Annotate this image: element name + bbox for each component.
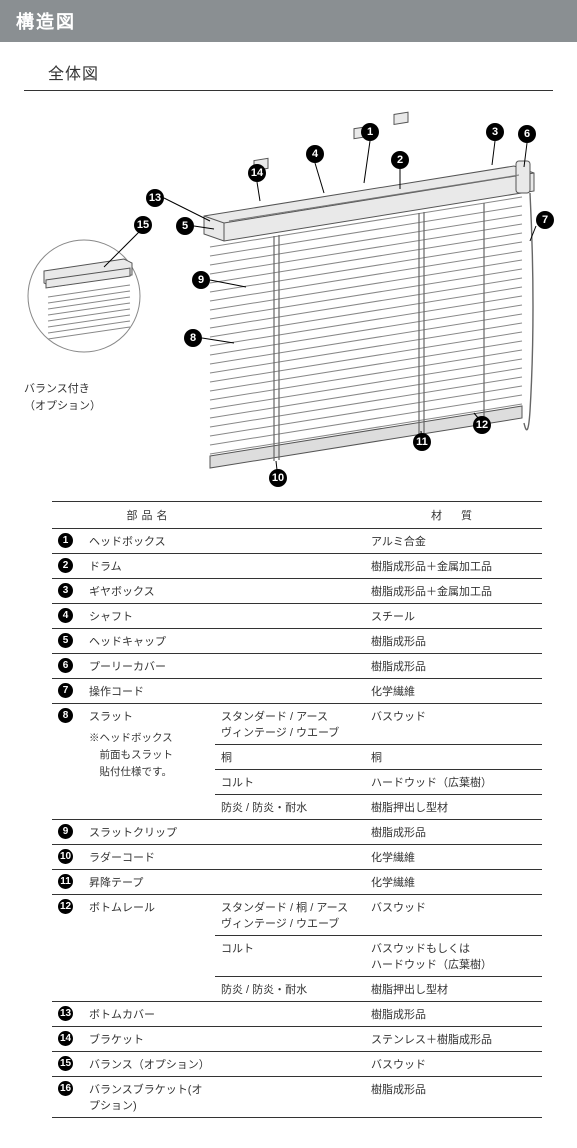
row-name: ドラム <box>83 554 215 579</box>
row-variant: コルト <box>215 770 365 795</box>
row-material: 樹脂成形品＋金属加工品 <box>365 554 542 579</box>
row-material: 樹脂成形品 <box>365 1077 542 1118</box>
row-name: ボトムカバー <box>83 1002 215 1027</box>
structure-diagram: 1 2 3 4 5 6 7 8 9 10 11 12 13 14 15 バランス… <box>24 111 553 491</box>
row-num: 13 <box>52 1002 83 1027</box>
row-name: スラット※ヘッドボックス 前面もスラット 貼付仕様です。 <box>83 704 215 820</box>
callout-7: 7 <box>536 211 554 229</box>
th-material: 材 質 <box>365 502 542 529</box>
row-num: 1 <box>52 529 83 554</box>
callout-13: 13 <box>146 189 164 207</box>
row-num: 5 <box>52 629 83 654</box>
row-material: 化学繊維 <box>365 870 542 895</box>
row-name: バランスブラケット(オプション) <box>83 1077 215 1118</box>
row-material: 樹脂成形品＋金属加工品 <box>365 579 542 604</box>
callout-6: 6 <box>518 125 536 143</box>
th-name: 部品名 <box>83 502 215 529</box>
row-material: 化学繊維 <box>365 845 542 870</box>
row-material: 樹脂成形品 <box>365 820 542 845</box>
row-material: バスウッド <box>365 704 542 745</box>
callout-4: 4 <box>306 145 324 163</box>
row-variant: 防炎 / 防炎・耐水 <box>215 795 365 820</box>
callout-3: 3 <box>486 123 504 141</box>
row-name: ヘッドボックス <box>83 529 215 554</box>
section-header: 構造図 <box>0 0 577 42</box>
callout-10: 10 <box>269 469 287 487</box>
row-variant: 桐 <box>215 745 365 770</box>
callout-9: 9 <box>192 271 210 289</box>
row-material: 樹脂成形品 <box>365 654 542 679</box>
row-name: ラダーコード <box>83 845 215 870</box>
row-variant: スタンダード / 桐 / アースヴィンテージ / ウエーブ <box>215 895 365 936</box>
row-name: プーリーカバー <box>83 654 215 679</box>
row-material: 樹脂成形品 <box>365 1002 542 1027</box>
row-num: 10 <box>52 845 83 870</box>
slat-note: ※ヘッドボックス 前面もスラット 貼付仕様です。 <box>89 724 209 780</box>
diagram-svg <box>24 111 554 491</box>
row-material: 樹脂成形品 <box>365 629 542 654</box>
callout-8: 8 <box>184 329 202 347</box>
row-num: 16 <box>52 1077 83 1118</box>
row-name: ギヤボックス <box>83 579 215 604</box>
row-variant: コルト <box>215 936 365 977</box>
row-material: 樹脂押出し型材 <box>365 795 542 820</box>
callout-2: 2 <box>391 151 409 169</box>
row-material: 樹脂押出し型材 <box>365 977 542 1002</box>
row-material: ステンレス＋樹脂成形品 <box>365 1027 542 1052</box>
row-num: 12 <box>52 895 83 1002</box>
callout-14: 14 <box>248 164 266 182</box>
row-material: バスウッド <box>365 895 542 936</box>
row-variant: スタンダード / アースヴィンテージ / ウエーブ <box>215 704 365 745</box>
callout-1: 1 <box>361 123 379 141</box>
row-material: 桐 <box>365 745 542 770</box>
row-name: ブラケット <box>83 1027 215 1052</box>
callout-15: 15 <box>134 216 152 234</box>
row-name: シャフト <box>83 604 215 629</box>
row-num: 4 <box>52 604 83 629</box>
valance-option-caption: バランス付き （オプション） <box>24 381 134 414</box>
row-material: ハードウッド（広葉樹） <box>365 770 542 795</box>
row-material: スチール <box>365 604 542 629</box>
caption-line2: （オプション） <box>24 400 101 412</box>
callout-12: 12 <box>473 416 491 434</box>
row-num: 14 <box>52 1027 83 1052</box>
row-name: ヘッドキャップ <box>83 629 215 654</box>
row-num: 15 <box>52 1052 83 1077</box>
parts-table: 部品名 材 質 1ヘッドボックスアルミ合金2ドラム樹脂成形品＋金属加工品3ギヤボ… <box>52 501 542 1118</box>
row-variant: 防炎 / 防炎・耐水 <box>215 977 365 1002</box>
row-name: バランス（オプション） <box>83 1052 215 1077</box>
row-name: ボトムレール <box>83 895 215 1002</box>
row-name: 操作コード <box>83 679 215 704</box>
subheader: 全体図 <box>24 42 553 91</box>
row-num: 8 <box>52 704 83 820</box>
row-num: 6 <box>52 654 83 679</box>
row-material: バスウッドもしくはハードウッド（広葉樹） <box>365 936 542 977</box>
caption-line1: バランス付き <box>24 383 90 395</box>
row-num: 11 <box>52 870 83 895</box>
row-num: 2 <box>52 554 83 579</box>
row-name: スラットクリップ <box>83 820 215 845</box>
row-name: 昇降テープ <box>83 870 215 895</box>
row-num: 3 <box>52 579 83 604</box>
callout-5: 5 <box>176 217 194 235</box>
callout-11: 11 <box>413 433 431 451</box>
row-material: バスウッド <box>365 1052 542 1077</box>
row-material: アルミ合金 <box>365 529 542 554</box>
row-material: 化学繊維 <box>365 679 542 704</box>
row-num: 9 <box>52 820 83 845</box>
row-num: 7 <box>52 679 83 704</box>
